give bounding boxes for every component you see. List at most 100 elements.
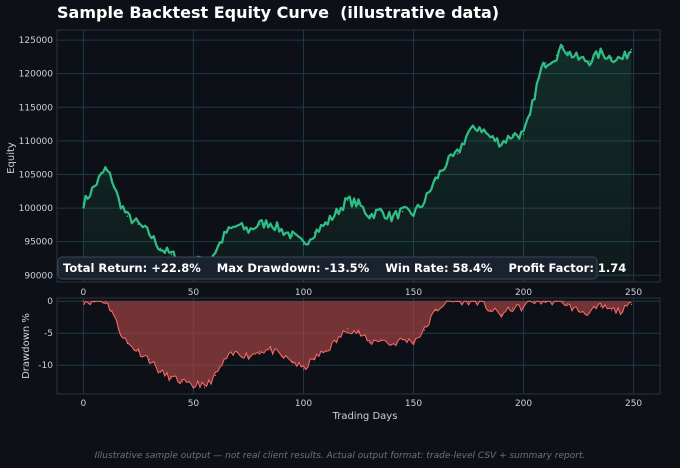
- equity-points: [82, 45, 633, 269]
- equity-y-tick-label: 125000: [19, 36, 54, 46]
- drawdown-data-point: [82, 300, 85, 302]
- drawdown-data-point: [236, 351, 239, 353]
- equity-data-point: [412, 212, 415, 215]
- drawdown-data-point: [529, 300, 531, 302]
- drawdown-x-ticks: 0 50 100 150 200 250: [81, 399, 643, 409]
- drawdown-y-axis-label: Drawdown %: [21, 313, 32, 379]
- equity-data-point: [302, 243, 305, 246]
- equity-line: [82, 43, 632, 272]
- equity-data-point: [111, 178, 113, 180]
- equity-x-ticks: 0 50 100 150 200 250: [81, 288, 643, 298]
- drawdown-data-point: [478, 300, 481, 302]
- equity-data-point: [93, 185, 96, 188]
- equity-data-point: [621, 58, 624, 60]
- drawdown-data-point: [522, 307, 525, 309]
- drawdown-data-point: [588, 312, 591, 314]
- drawdown-x-tick-label: 0: [81, 399, 87, 409]
- drawdown-data-point: [630, 303, 632, 305]
- drawdown-data-point: [148, 358, 151, 361]
- drawdown-data-point: [291, 360, 294, 362]
- drawdown-y-tick-label: -10: [38, 361, 53, 371]
- equity-x-tick-label: 250: [625, 288, 642, 298]
- drawdown-data-point: [118, 328, 120, 330]
- drawdown-data-point: [192, 387, 195, 389]
- drawdown-data-point: [390, 344, 393, 346]
- chart-title: Sample Backtest Equity Curve (illustrati…: [57, 3, 500, 22]
- stats-box: Total Return: +22.8% Max Drawdown: -13.5…: [57, 256, 626, 280]
- drawdown-data-point: [181, 381, 184, 383]
- equity-y-tick-label: 100000: [19, 204, 54, 214]
- drawdown-data-point: [511, 307, 514, 309]
- drawdown-data-point: [313, 357, 316, 359]
- drawdown-data-point: [170, 377, 173, 379]
- equity-data-point: [126, 215, 129, 217]
- equity-data-point: [390, 216, 393, 219]
- equity-data-point: [511, 134, 514, 136]
- drawdown-data-point: [456, 300, 459, 302]
- equity-panel: 90000 95000 100000 105000 110000 115000 120000…: [6, 29, 661, 298]
- drawdown-y-tick-label: 0: [47, 297, 53, 307]
- drawdown-y-tick-label: -5: [44, 329, 53, 339]
- equity-data-point: [170, 253, 173, 256]
- equity-data-point: [280, 229, 283, 232]
- equity-x-tick-label: 50: [188, 288, 200, 298]
- drawdown-data-point: [197, 381, 199, 383]
- drawdown-data-point: [203, 387, 206, 389]
- drawdown-data-point: [214, 374, 217, 377]
- footer-note: Illustrative sample output — not real cl…: [94, 451, 586, 461]
- equity-x-tick-label: 150: [405, 288, 422, 298]
- equity-data-point: [544, 62, 547, 64]
- drawdown-data-point: [302, 368, 305, 370]
- equity-x-tick-label: 0: [81, 288, 87, 298]
- equity-data-point: [489, 136, 492, 139]
- equity-data-point: [346, 199, 349, 201]
- equity-data-point: [533, 93, 536, 96]
- drawdown-data-point: [445, 300, 448, 302]
- drawdown-data-point: [412, 340, 415, 343]
- drawdown-data-point: [247, 355, 250, 357]
- equity-data-point: [401, 210, 404, 213]
- drawdown-data-point: [401, 339, 404, 341]
- equity-data-point: [225, 231, 228, 234]
- equity-data-point: [269, 222, 272, 224]
- equity-data-point: [599, 52, 602, 54]
- drawdown-panel: 0 -5 -10 0 50 100 150 200 250 Drawdown % Tradin…: [21, 297, 661, 422]
- equity-data-point: [445, 162, 448, 164]
- equity-area: [83, 44, 632, 282]
- drawdown-data-point: [126, 342, 129, 345]
- drawdown-data-point: [544, 300, 547, 302]
- drawdown-data-point: [500, 314, 503, 316]
- drawdown-data-point: [335, 340, 338, 342]
- equity-y-tick-label: 120000: [19, 70, 54, 80]
- drawdown-data-point: [555, 300, 558, 302]
- drawdown-data-point: [280, 355, 283, 357]
- equity-y-tick-label: 105000: [19, 170, 54, 180]
- drawdown-data-point: [434, 310, 437, 312]
- equity-x-tick-label: 200: [515, 288, 532, 298]
- drawdown-data-point: [379, 338, 382, 340]
- drawdown-x-tick-label: 50: [188, 399, 200, 409]
- equity-data-point: [610, 56, 613, 59]
- equity-y-tick-label: 110000: [19, 137, 54, 147]
- drawdown-data-point: [423, 329, 426, 331]
- equity-data-point: [368, 214, 371, 217]
- equity-data-point: [357, 203, 360, 205]
- equity-y-tick-label: 90000: [24, 271, 53, 281]
- drawdown-data-point: [346, 328, 349, 330]
- drawdown-x-tick-label: 150: [405, 399, 422, 409]
- drawdown-x-axis-label: Trading Days: [332, 411, 398, 422]
- drawdown-data-point: [368, 342, 371, 344]
- drawdown-data-point: [269, 349, 272, 351]
- drawdown-data-point: [93, 300, 96, 302]
- equity-data-point: [236, 224, 239, 227]
- drawdown-data-point: [159, 371, 162, 373]
- equity-data-point: [379, 209, 382, 212]
- drawdown-points: [82, 300, 632, 389]
- drawdown-data-point: [324, 350, 327, 352]
- equity-y-ticks: 90000 95000 100000 105000 110000 115000 120000…: [19, 36, 54, 281]
- drawdown-x-tick-label: 250: [625, 399, 642, 409]
- equity-data-point: [540, 69, 542, 72]
- equity-y-axis-label: Equity: [6, 142, 17, 174]
- equity-data-point: [478, 125, 481, 128]
